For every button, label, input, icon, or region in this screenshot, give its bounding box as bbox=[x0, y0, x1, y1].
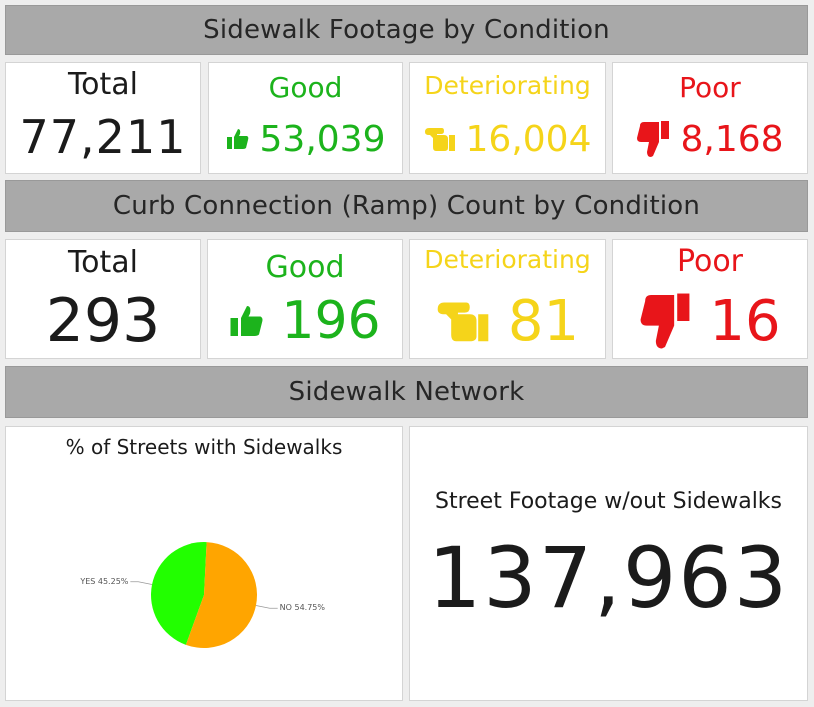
curb-det-label: Deteriorating bbox=[424, 245, 591, 274]
thumbs-down-icon bbox=[639, 292, 691, 350]
curb-total-card: Total 293 bbox=[5, 239, 201, 359]
curb-det-value: 81 bbox=[507, 288, 580, 354]
pie-chart-title: % of Streets with Sidewalks bbox=[65, 435, 343, 459]
curb-connection-title: Curb Connection (Ramp) Count by Conditio… bbox=[112, 191, 701, 221]
sidewalk-network-title: Sidewalk Network bbox=[288, 377, 525, 407]
pie-label-yes: YES 45.25% bbox=[80, 576, 129, 586]
curb-det-card: Deteriorating 81 bbox=[409, 239, 606, 359]
thumbs-down-icon bbox=[636, 120, 670, 158]
footage-poor-label: Poor bbox=[679, 71, 741, 104]
footage-good-card: Good 53,039 bbox=[208, 62, 403, 174]
footage-total-card: Total 77,211 bbox=[5, 62, 201, 174]
footage-good-label: Good bbox=[268, 71, 343, 104]
pie-slice-yes[interactable] bbox=[150, 542, 207, 645]
pie-leader-yes bbox=[130, 581, 153, 585]
curb-poor-label: Poor bbox=[676, 244, 744, 279]
fist-thumb-side-icon bbox=[436, 299, 490, 343]
thumbs-up-icon bbox=[226, 127, 250, 151]
footage-good-value: 53,039 bbox=[259, 118, 386, 160]
curb-total-value: 293 bbox=[45, 286, 161, 356]
footage-poor-card: Poor 8,168 bbox=[612, 62, 808, 174]
sidewalk-footage-title: Sidewalk Footage by Condition bbox=[203, 15, 610, 45]
fist-thumb-side-icon bbox=[424, 126, 456, 152]
curb-good-card: Good 196 bbox=[207, 239, 403, 359]
footage-det-value: 16,004 bbox=[465, 118, 592, 160]
thumbs-up-icon bbox=[229, 303, 265, 339]
curb-total-label: Total bbox=[67, 245, 139, 280]
footage-det-label: Deteriorating bbox=[424, 71, 591, 100]
footage-poor-value: 8,168 bbox=[680, 118, 784, 160]
street-footage-card: Street Footage w/out Sidewalks 137,963 bbox=[409, 426, 808, 701]
curb-poor-card: Poor 16 bbox=[612, 239, 808, 359]
curb-poor-value: 16 bbox=[709, 288, 781, 354]
footage-total-label: Total bbox=[67, 67, 139, 102]
footage-det-card: Deteriorating 16,004 bbox=[409, 62, 606, 174]
pie-slice-no[interactable] bbox=[185, 542, 257, 648]
pie-leader-no bbox=[255, 605, 278, 609]
pie-label-no: NO 54.75% bbox=[279, 603, 325, 613]
sidewalk-footage-header: Sidewalk Footage by Condition bbox=[5, 5, 808, 55]
curb-good-label: Good bbox=[265, 250, 345, 285]
street-footage-title: Street Footage w/out Sidewalks bbox=[434, 489, 783, 514]
street-footage-value: 137,963 bbox=[427, 529, 790, 627]
pie-chart bbox=[130, 542, 278, 648]
footage-total-value: 77,211 bbox=[19, 110, 187, 164]
curb-connection-header: Curb Connection (Ramp) Count by Conditio… bbox=[5, 180, 808, 232]
sidewalk-network-header: Sidewalk Network bbox=[5, 366, 808, 418]
sidewalk-pie-card: % of Streets with Sidewalks YES 45.25% N… bbox=[5, 426, 403, 701]
curb-good-value: 196 bbox=[281, 291, 381, 351]
